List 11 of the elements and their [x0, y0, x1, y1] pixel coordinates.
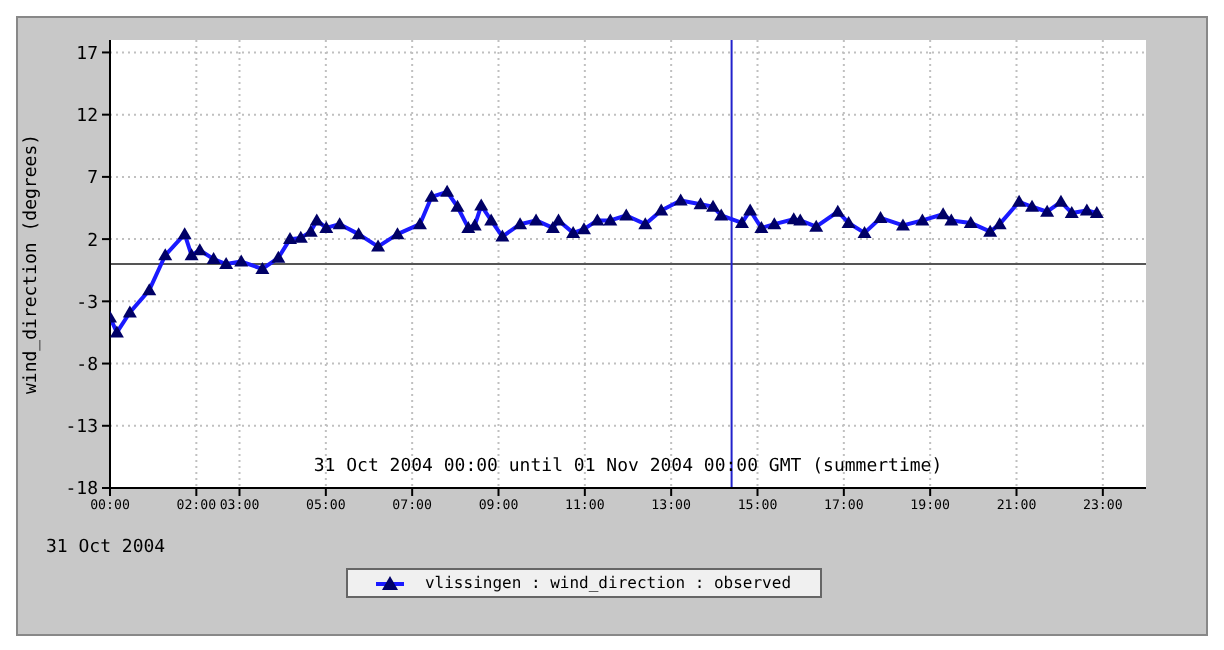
y-tick-label: 2	[87, 231, 98, 252]
text: 31 Oct 2004	[46, 538, 166, 558]
y-tick-label: -18	[65, 480, 98, 501]
y-axis-title: wind_direction (degrees)	[22, 133, 43, 395]
y-tick-label: 17	[76, 44, 98, 65]
y-tick-label: -8	[76, 355, 98, 376]
y-tick-label: 7	[87, 169, 98, 190]
y-tick-label: 12	[76, 107, 98, 128]
y-tick-label: -3	[76, 293, 98, 314]
y-tick-label: -13	[65, 418, 98, 439]
legend-label: vlissingen : wind_direction : observed	[424, 574, 792, 592]
